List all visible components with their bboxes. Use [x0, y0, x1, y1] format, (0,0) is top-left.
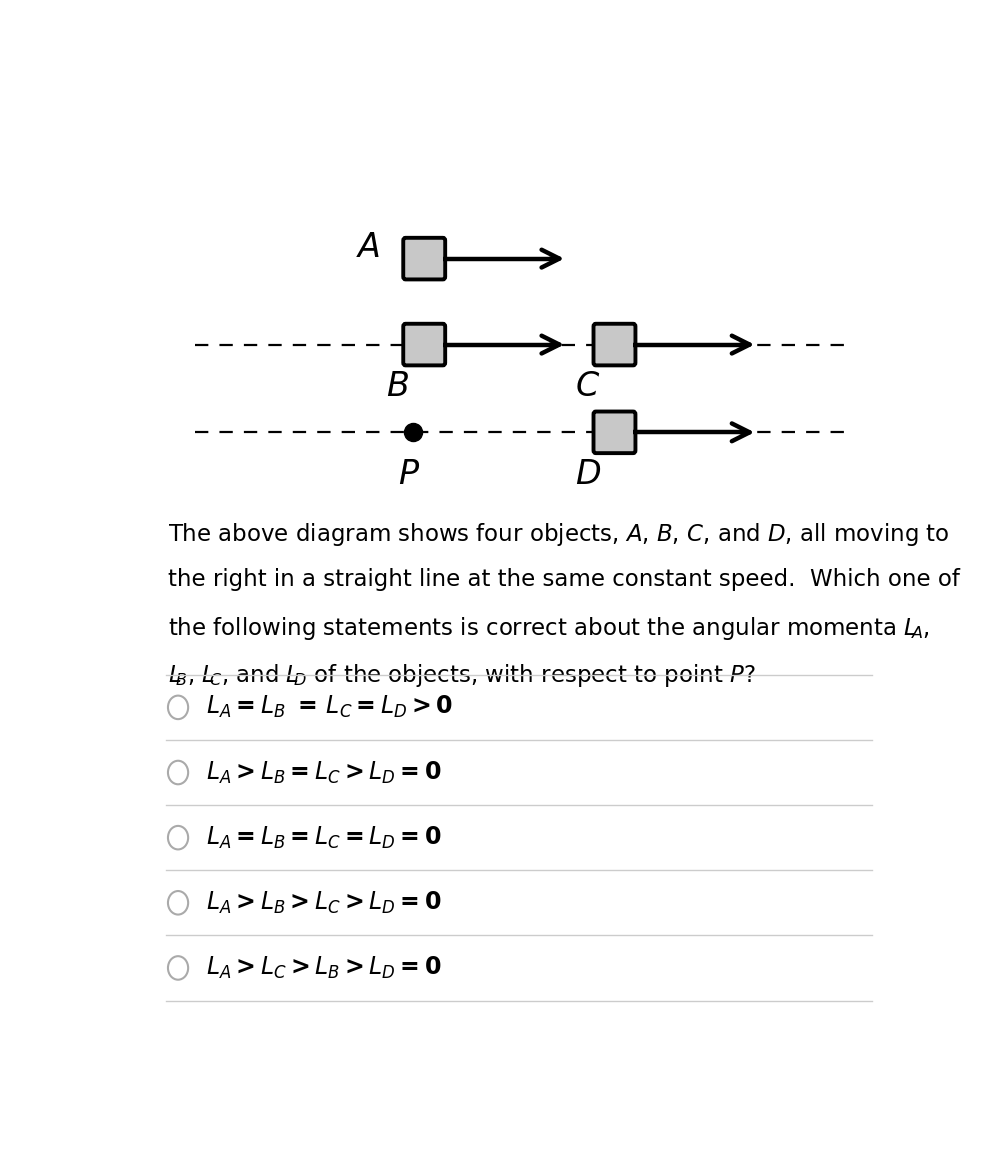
FancyBboxPatch shape — [403, 237, 445, 280]
Text: $\mathit{P}$: $\mathit{P}$ — [398, 458, 420, 491]
Text: $\boldsymbol{L_A > L_B = L_C > L_D = 0}$: $\boldsymbol{L_A > L_B = L_C > L_D = 0}$ — [206, 759, 442, 786]
Text: the following statements is correct about the angular momenta $\boldsymbol{L_{\!: the following statements is correct abou… — [168, 615, 930, 642]
Text: $\boldsymbol{L_A > L_B > L_C > L_D = 0}$: $\boldsymbol{L_A > L_B > L_C > L_D = 0}$ — [206, 889, 442, 915]
Text: $\mathit{B}$: $\mathit{B}$ — [387, 370, 409, 403]
Text: $\mathit{A}$: $\mathit{A}$ — [357, 231, 381, 264]
Text: The above diagram shows four objects, $\boldsymbol{\mathit{A}}$, $\boldsymbol{\m: The above diagram shows four objects, $\… — [168, 521, 950, 548]
FancyBboxPatch shape — [593, 324, 635, 365]
Text: the right in a straight line at the same constant speed.  Which one of: the right in a straight line at the same… — [168, 568, 960, 591]
FancyBboxPatch shape — [403, 324, 445, 365]
FancyBboxPatch shape — [593, 411, 635, 454]
Text: $\boldsymbol{L_A = L_B = L_C = L_D = 0}$: $\boldsymbol{L_A = L_B = L_C = L_D = 0}$ — [206, 825, 442, 851]
Text: $\boldsymbol{L_{\!\!B}}$, $\boldsymbol{L_{\!\!C}}$, and $\boldsymbol{L_{\!\!D}}$: $\boldsymbol{L_{\!\!B}}$, $\boldsymbol{L… — [168, 663, 756, 689]
Text: $\mathit{D}$: $\mathit{D}$ — [575, 458, 601, 491]
Text: $\boldsymbol{L_A > L_C > L_B > L_D = 0}$: $\boldsymbol{L_A > L_C > L_B > L_D = 0}$ — [206, 955, 442, 981]
Text: $\mathit{C}$: $\mathit{C}$ — [575, 370, 600, 403]
Text: $\boldsymbol{L_A = L_B\ =\, L_C = L_D > 0}$: $\boldsymbol{L_A = L_B\ =\, L_C = L_D > … — [206, 694, 453, 720]
